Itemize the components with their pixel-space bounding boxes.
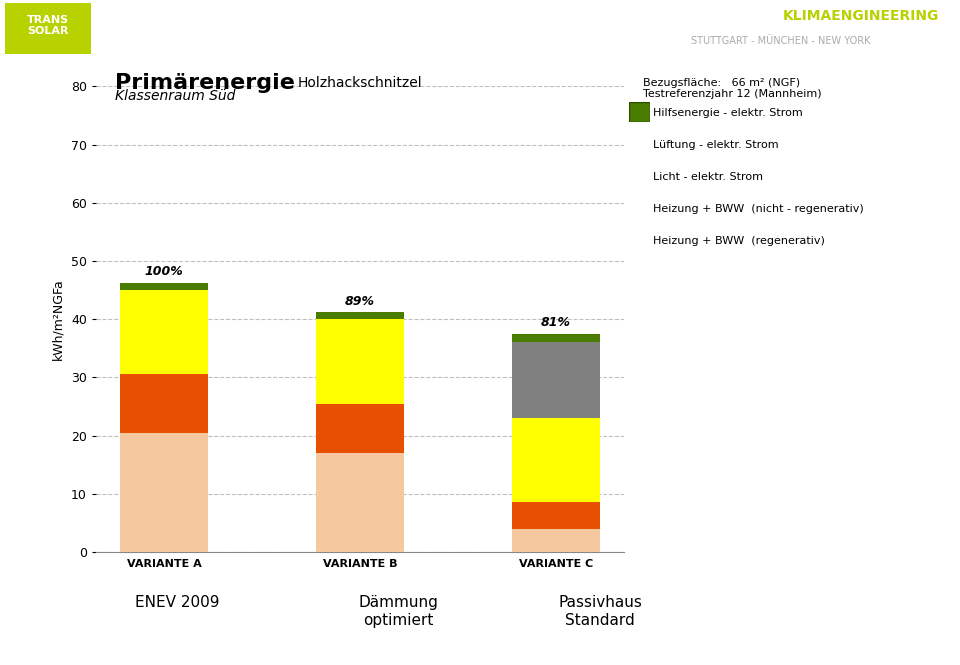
Bar	[120, 290, 208, 374]
Text: Licht - elektr. Strom: Licht - elektr. Strom	[653, 172, 763, 182]
Bar	[512, 334, 600, 342]
Bar	[316, 312, 404, 319]
Bar	[120, 283, 208, 290]
Bar	[120, 374, 208, 433]
Text: 81%: 81%	[540, 316, 571, 329]
Text: |: |	[763, 9, 777, 23]
Text: STUTTGART - MÜNCHEN - NEW YORK: STUTTGART - MÜNCHEN - NEW YORK	[691, 36, 871, 46]
Bar	[512, 529, 600, 552]
Text: ENEV 2009: ENEV 2009	[135, 595, 220, 610]
Text: Lüftung - elektr. Strom: Lüftung - elektr. Strom	[653, 140, 779, 150]
Y-axis label: kWh/m²NGFa: kWh/m²NGFa	[51, 279, 64, 360]
Text: Schulbau
Folie 17: Schulbau Folie 17	[902, 638, 945, 658]
Text: Bezugsfläche:   66 m² (NGF): Bezugsfläche: 66 m² (NGF)	[643, 78, 801, 88]
Bar	[316, 404, 404, 453]
Bar	[512, 418, 600, 503]
Text: TRANS
SOLAR: TRANS SOLAR	[27, 15, 69, 36]
Text: Klassenraum Süd: Klassenraum Süd	[115, 89, 235, 104]
Text: 100%: 100%	[145, 265, 183, 279]
Text: Hilfsenergie - elektr. Strom: Hilfsenergie - elektr. Strom	[653, 108, 803, 118]
FancyBboxPatch shape	[629, 102, 650, 122]
Text: Heizung + BWW  (regenerativ): Heizung + BWW (regenerativ)	[653, 235, 825, 246]
Bar	[120, 433, 208, 552]
Bar	[512, 503, 600, 529]
Text: Heizung + BWW  (nicht - regenerativ): Heizung + BWW (nicht - regenerativ)	[653, 203, 864, 214]
Text: Dämmung
optimiert: Dämmung optimiert	[358, 595, 439, 628]
Bar	[512, 342, 600, 418]
Text: Primärenergie: Primärenergie	[115, 73, 295, 93]
Text: Holzhackschnitzel: Holzhackschnitzel	[298, 76, 422, 90]
Text: Passivhaus
Standard: Passivhaus Standard	[558, 595, 642, 628]
Text: KLIMAENGINEERING: KLIMAENGINEERING	[782, 9, 939, 23]
FancyBboxPatch shape	[5, 3, 91, 54]
Text: 89%: 89%	[345, 295, 375, 307]
Bar	[316, 319, 404, 404]
Text: TRANSSOLAR: TRANSSOLAR	[653, 9, 757, 23]
Text: Testreferenzjahr 12 (Mannheim): Testreferenzjahr 12 (Mannheim)	[643, 89, 822, 100]
Bar	[316, 453, 404, 552]
